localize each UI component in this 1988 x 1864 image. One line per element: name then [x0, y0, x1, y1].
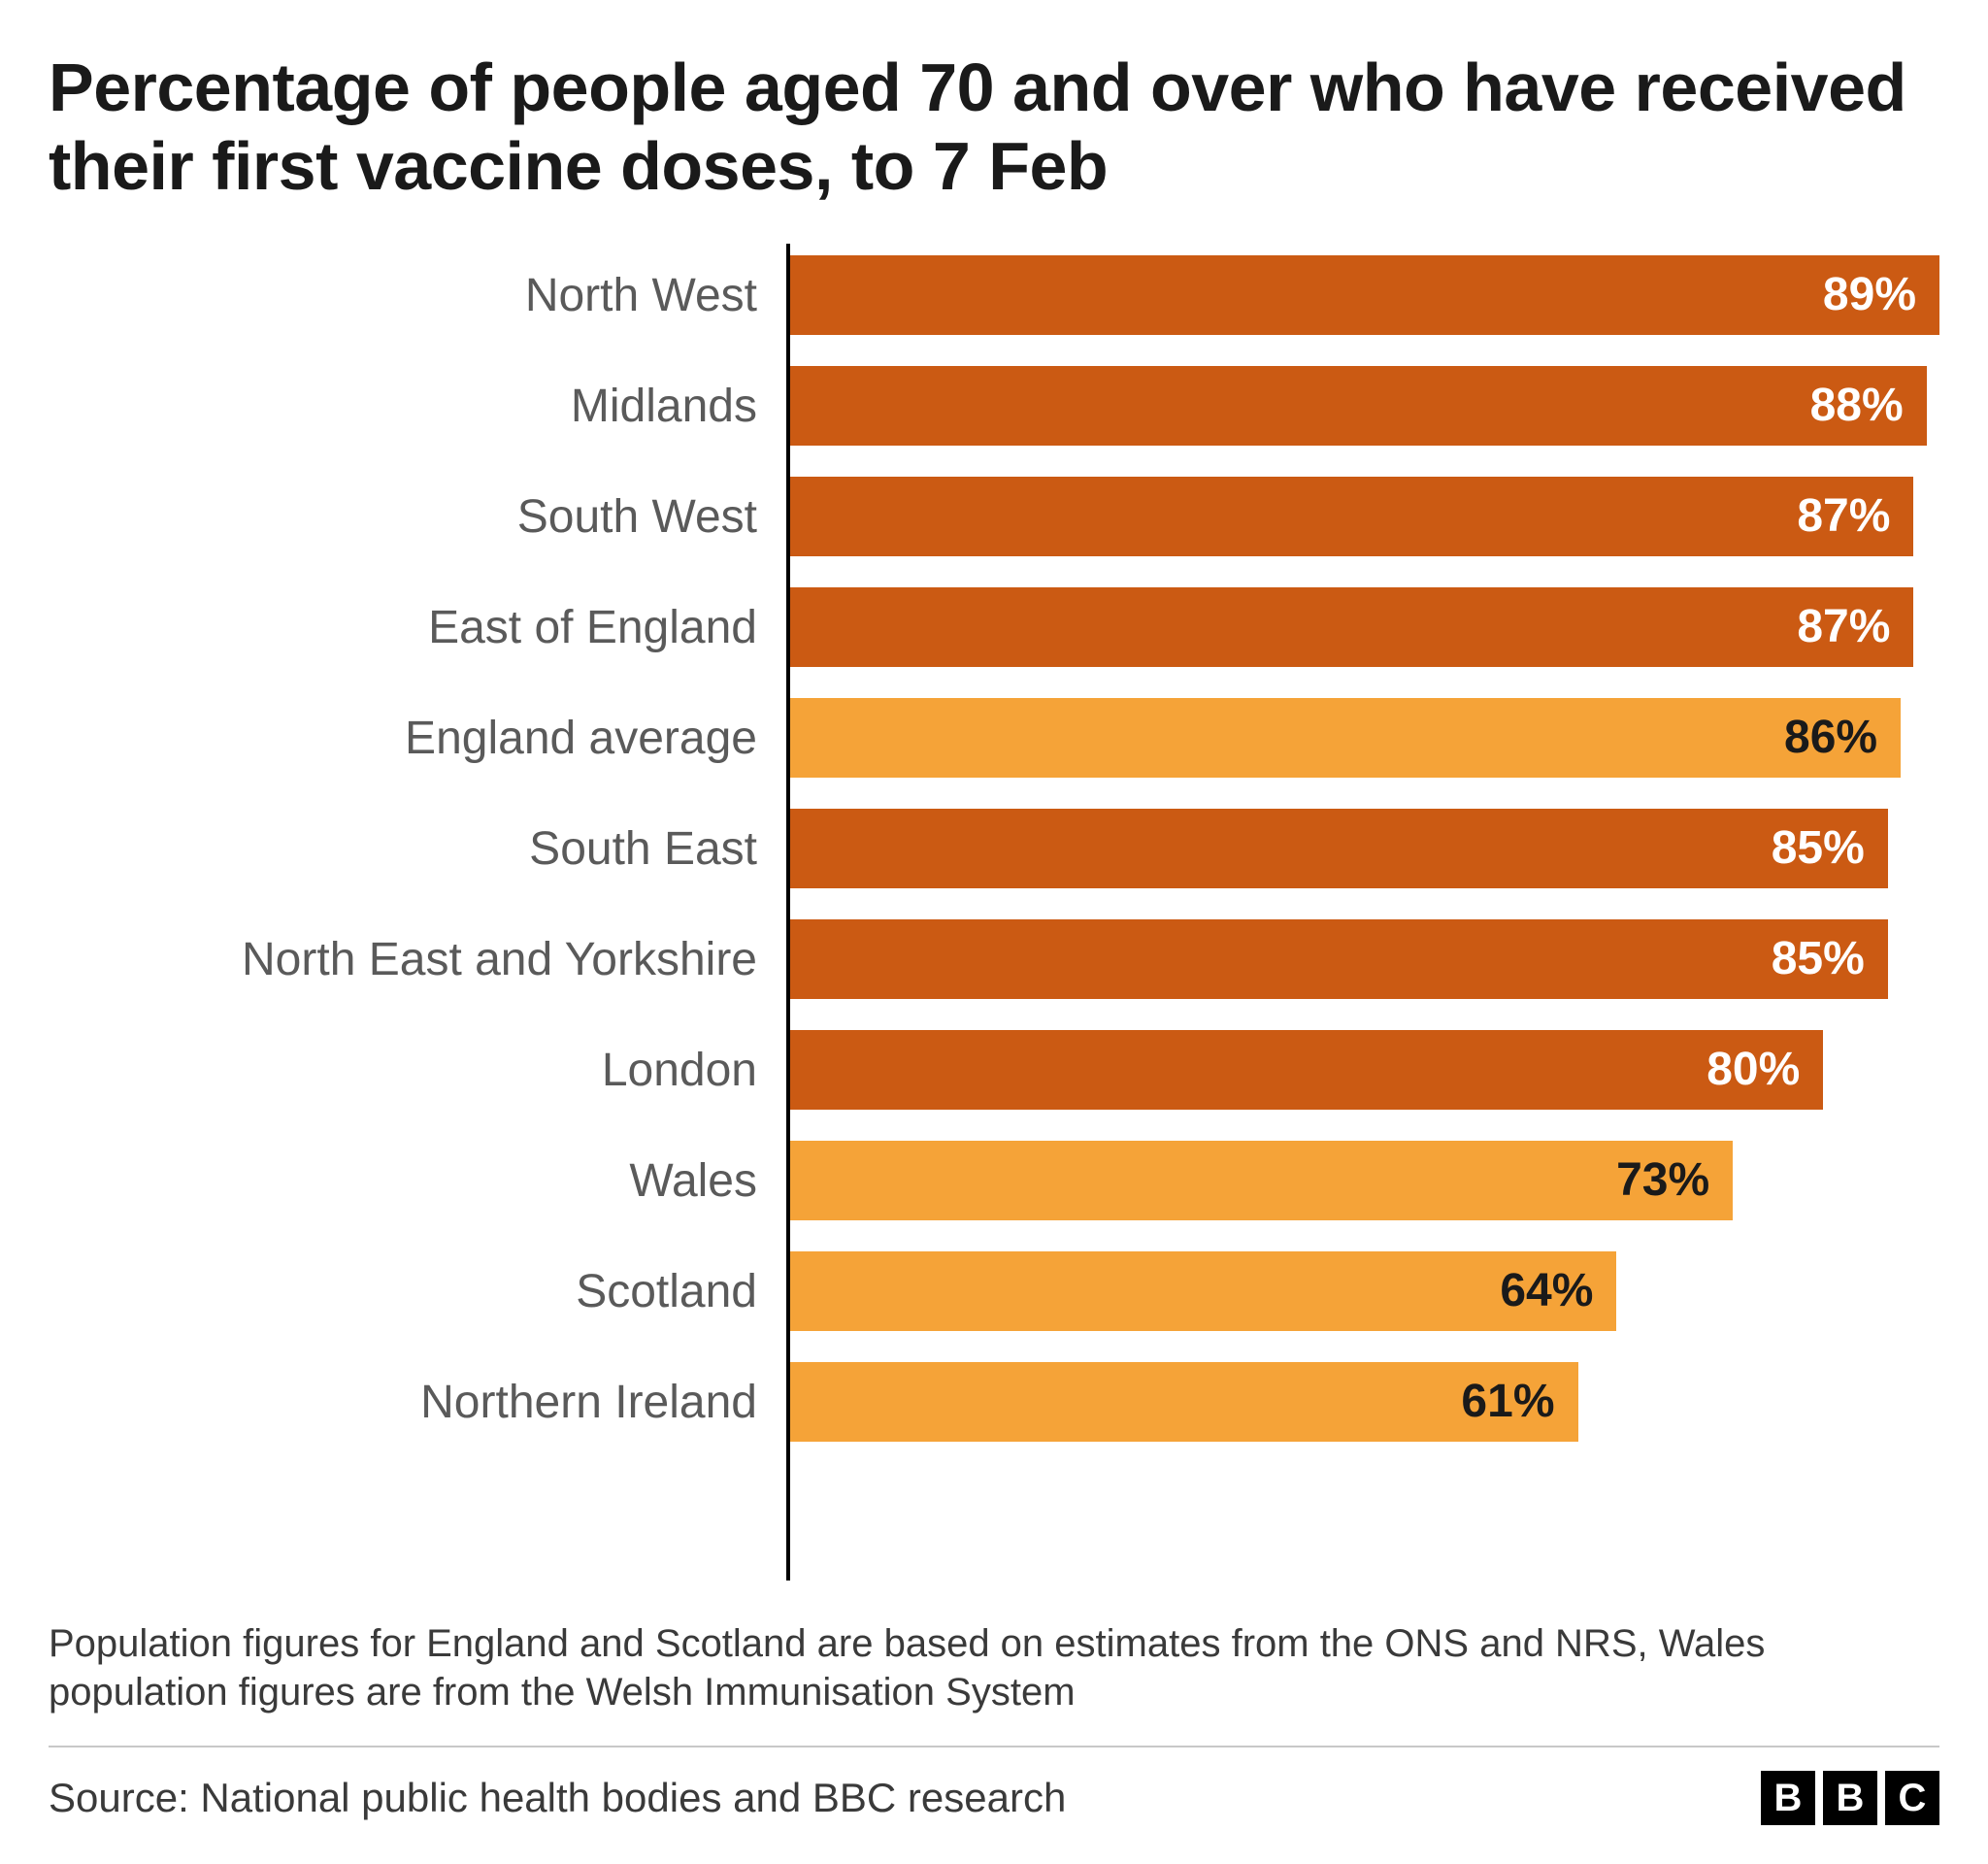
footnote-text: Population figures for England and Scotl…	[49, 1610, 1939, 1746]
bar-value: 85%	[1772, 821, 1888, 875]
footer: Source: National public health bodies an…	[49, 1746, 1939, 1825]
bar-wrap: 87%	[790, 576, 1939, 679]
bar-value: 85%	[1772, 932, 1888, 985]
bar-wrap: 89%	[790, 244, 1939, 347]
bar-value: 80%	[1706, 1043, 1823, 1096]
bar-wrap: 88%	[790, 354, 1939, 457]
bar-value: 88%	[1810, 379, 1927, 432]
bar: 85%	[790, 919, 1888, 1000]
bar-row: 89%	[790, 244, 1939, 347]
category-label: East of England	[49, 601, 786, 654]
category-label: Midlands	[49, 380, 786, 433]
bbc-logo-block: B	[1761, 1771, 1815, 1825]
bbc-logo-block: C	[1885, 1771, 1939, 1825]
bars-column: 89% 88% 87% 87% 86% 85% 85% 80% 73% 64% 61%	[786, 244, 1939, 1581]
bar: 80%	[790, 1030, 1823, 1111]
bar-value: 86%	[1784, 711, 1901, 764]
bar-row: 87%	[790, 576, 1939, 679]
bar: 87%	[790, 587, 1913, 668]
bar-value: 87%	[1797, 600, 1913, 653]
bar-value: 89%	[1823, 268, 1939, 321]
bar-row: 86%	[790, 686, 1939, 789]
bar: 88%	[790, 366, 1927, 447]
bar-value: 64%	[1500, 1264, 1616, 1317]
bar-row: 85%	[790, 908, 1939, 1011]
bar-wrap: 64%	[790, 1240, 1939, 1343]
category-label: South East	[49, 822, 786, 876]
bar: 86%	[790, 698, 1901, 779]
chart-title: Percentage of people aged 70 and over wh…	[49, 49, 1939, 205]
bar-row: 64%	[790, 1240, 1939, 1343]
bar-row: 88%	[790, 354, 1939, 457]
category-label: North West	[49, 269, 786, 322]
source-text: Source: National public health bodies an…	[49, 1775, 1066, 1821]
bar: 85%	[790, 809, 1888, 889]
bar-value: 87%	[1797, 489, 1913, 543]
bar-row: 61%	[790, 1350, 1939, 1453]
bar: 73%	[790, 1141, 1733, 1221]
label-row: East of England	[49, 576, 786, 679]
bar: 87%	[790, 477, 1913, 557]
bar: 89%	[790, 255, 1939, 336]
bar-wrap: 85%	[790, 908, 1939, 1011]
category-label: North East and Yorkshire	[49, 933, 786, 986]
bar-wrap: 73%	[790, 1129, 1939, 1232]
bar-wrap: 80%	[790, 1018, 1939, 1121]
label-row: South West	[49, 465, 786, 568]
category-label: Northern Ireland	[49, 1376, 786, 1429]
bar-wrap: 87%	[790, 465, 1939, 568]
category-label: South West	[49, 490, 786, 544]
bar: 64%	[790, 1251, 1616, 1332]
bar-value: 73%	[1616, 1153, 1733, 1207]
bar: 61%	[790, 1362, 1578, 1443]
bar-wrap: 61%	[790, 1350, 1939, 1453]
bar-value: 61%	[1461, 1375, 1577, 1428]
bar-wrap: 86%	[790, 686, 1939, 789]
label-row: Scotland	[49, 1240, 786, 1343]
label-row: North West	[49, 244, 786, 347]
category-label: Wales	[49, 1154, 786, 1208]
category-label: London	[49, 1044, 786, 1097]
bar-row: 73%	[790, 1129, 1939, 1232]
chart-area: North West Midlands South West East of Engl…	[49, 244, 1939, 1581]
bar-wrap: 85%	[790, 797, 1939, 900]
label-row: North East and Yorkshire	[49, 908, 786, 1011]
category-label: Scotland	[49, 1265, 786, 1318]
bar-row: 85%	[790, 797, 1939, 900]
label-row: London	[49, 1018, 786, 1121]
label-row: England average	[49, 686, 786, 789]
bar-row: 80%	[790, 1018, 1939, 1121]
category-label: England average	[49, 712, 786, 765]
label-row: Northern Ireland	[49, 1350, 786, 1453]
label-row: Midlands	[49, 354, 786, 457]
bbc-logo: BBC	[1761, 1771, 1939, 1825]
label-row: South East	[49, 797, 786, 900]
bar-row: 87%	[790, 465, 1939, 568]
label-row: Wales	[49, 1129, 786, 1232]
bbc-logo-block: B	[1823, 1771, 1877, 1825]
labels-column: North West Midlands South West East of Engl…	[49, 244, 786, 1581]
